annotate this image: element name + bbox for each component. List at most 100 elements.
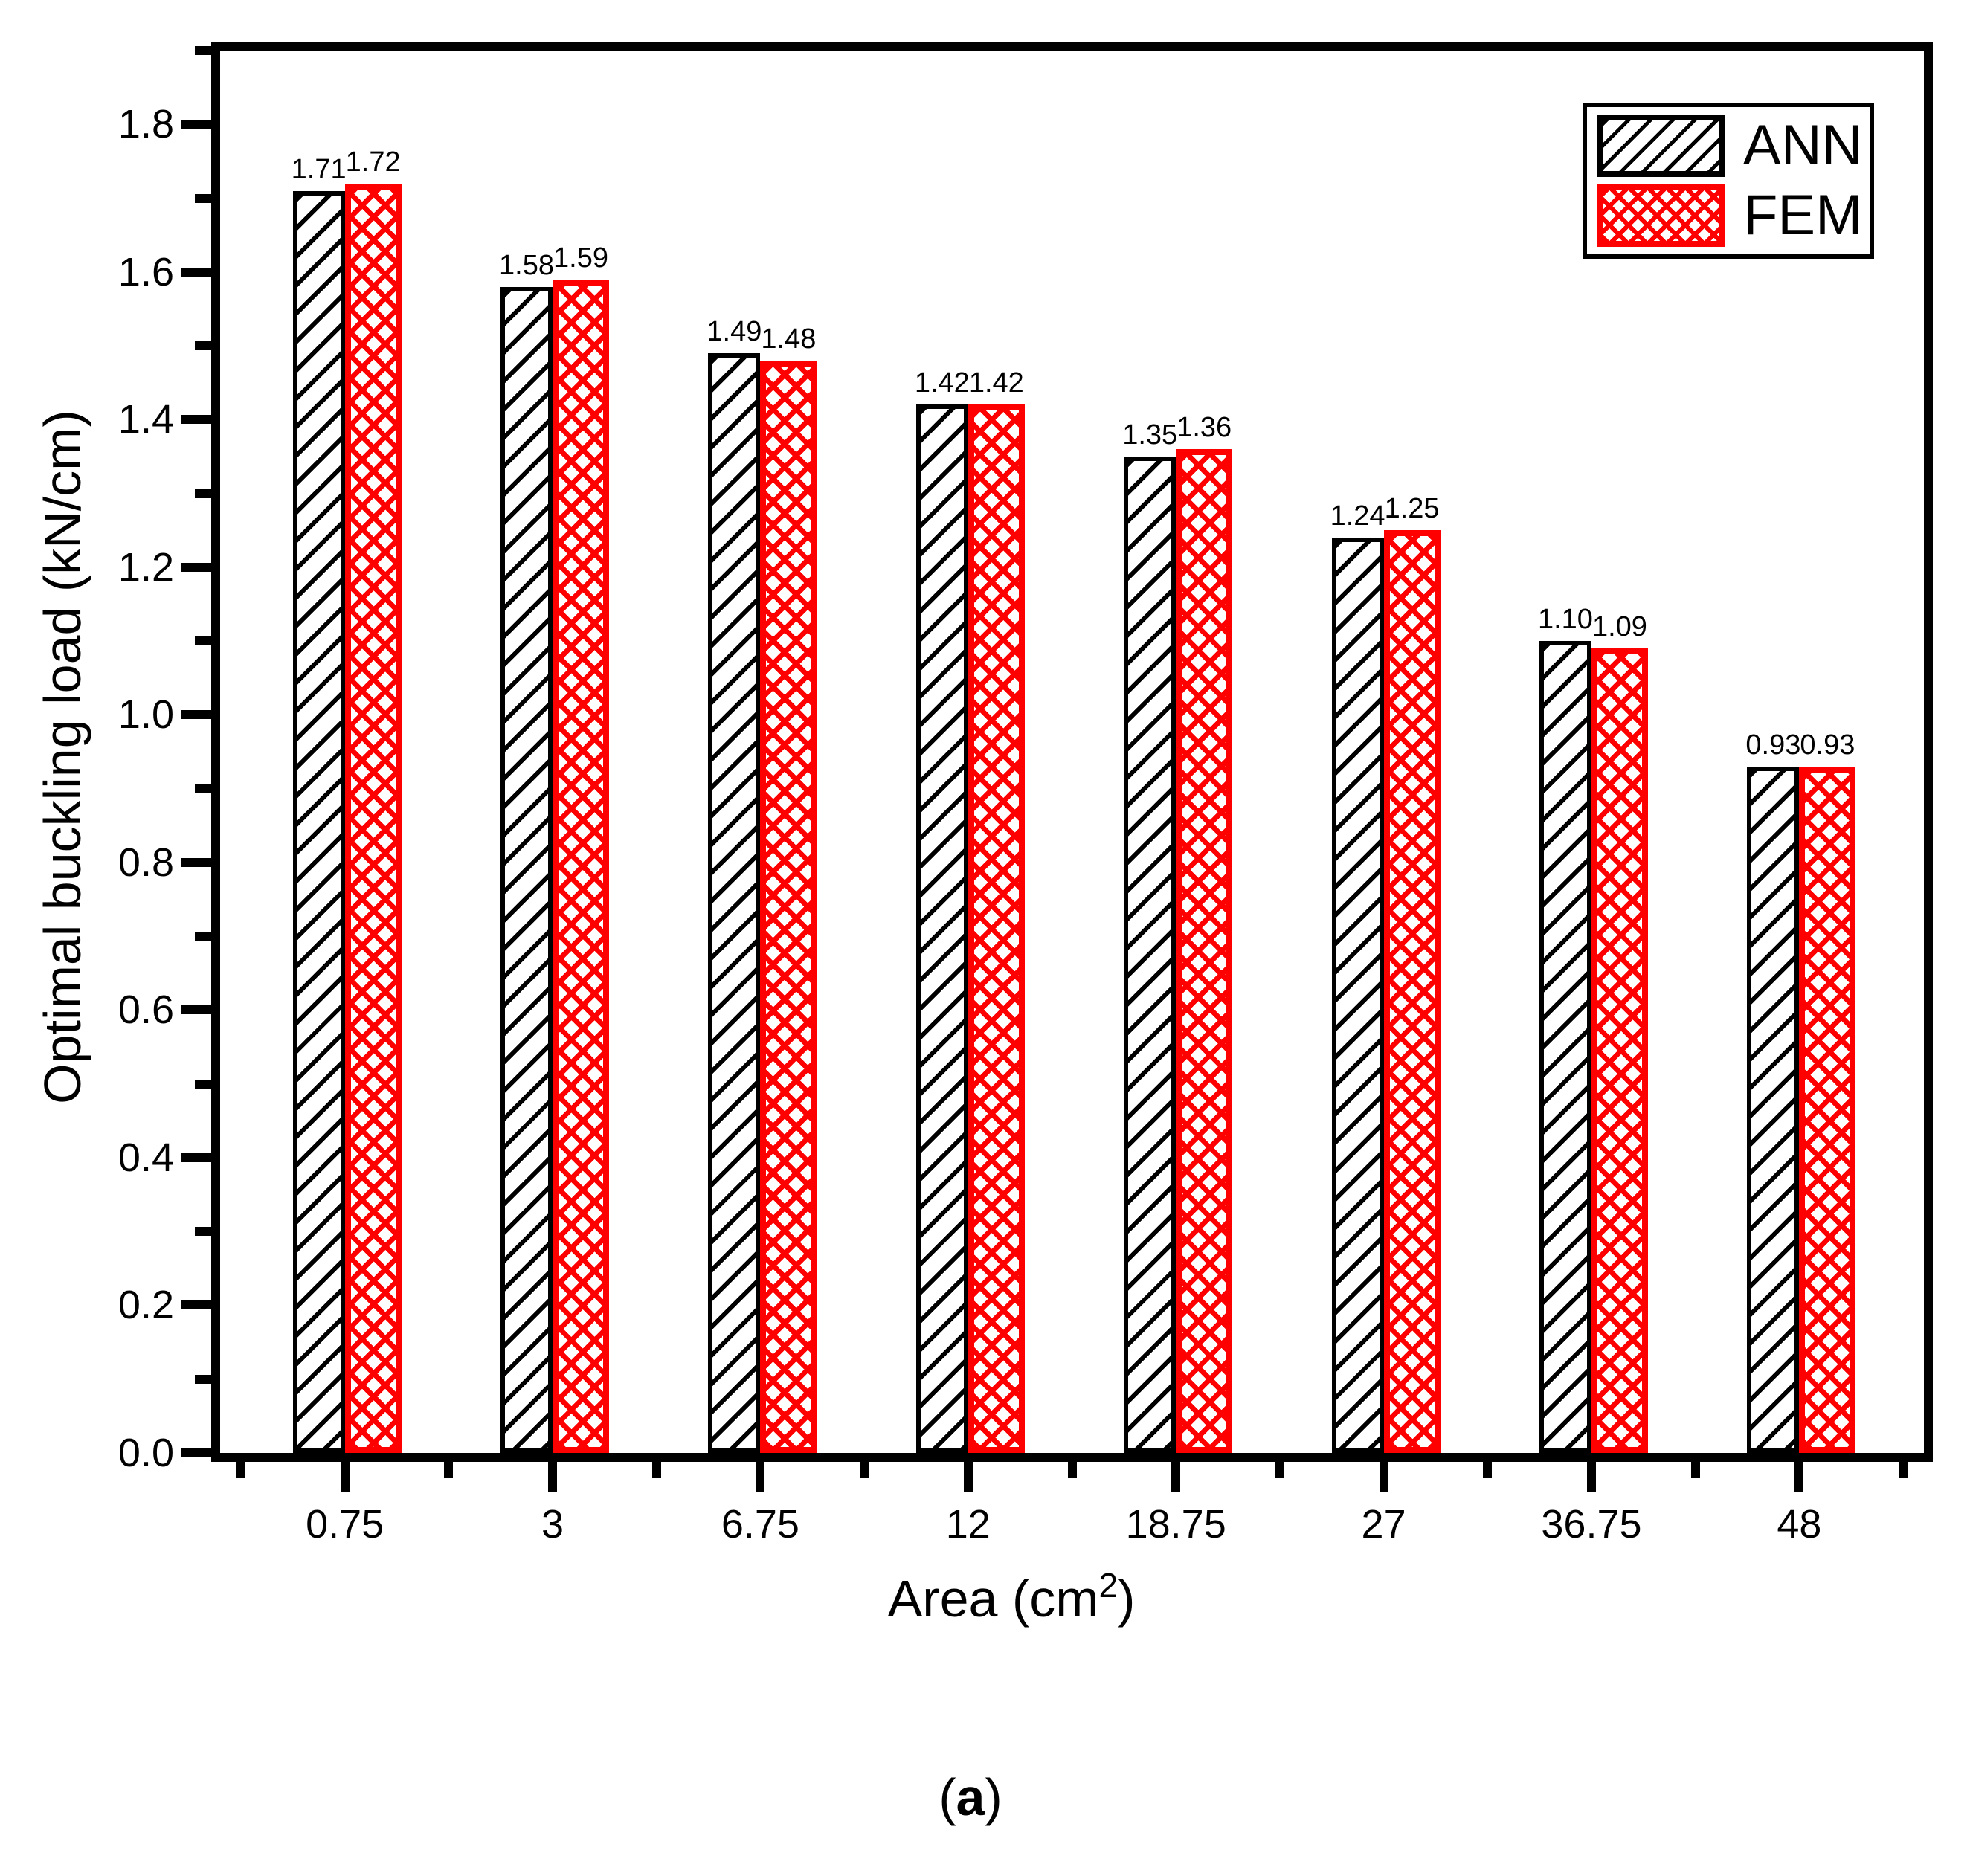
y-minor-tick: [195, 341, 211, 351]
y-tick-label: 0.8: [118, 839, 174, 885]
y-minor-tick: [195, 636, 211, 646]
x-minor-tick: [651, 1462, 661, 1478]
y-tick-label: 0.4: [118, 1135, 174, 1180]
y-major-tick: [181, 1153, 211, 1162]
ann-bar: [1331, 538, 1384, 1453]
y-minor-tick: [195, 1079, 211, 1089]
y-major-tick: [181, 1448, 211, 1457]
x-major-tick: [1586, 1462, 1596, 1492]
y-major-tick: [181, 1300, 211, 1310]
ann-value-label: 1.10: [1537, 604, 1593, 635]
ann-bar: [1539, 641, 1591, 1453]
y-major-tick: [181, 710, 211, 720]
y-minor-tick: [195, 46, 211, 55]
y-tick-label: 1.4: [118, 397, 174, 442]
y-minor-tick: [195, 784, 211, 793]
y-tick-label: 1.0: [118, 692, 174, 738]
x-minor-tick: [1899, 1462, 1908, 1478]
x-tick-label: 27: [1361, 1502, 1406, 1547]
fem-value-label: 1.48: [761, 323, 817, 355]
fem-crosshatch-swatch-icon: [1597, 184, 1725, 247]
x-minor-tick: [444, 1462, 454, 1478]
caption-post: ): [985, 1768, 1002, 1826]
x-tick-label: 3: [541, 1502, 564, 1547]
y-tick-label: 1.6: [118, 249, 174, 294]
x-major-tick: [1171, 1462, 1181, 1492]
x-tick-label: 6.75: [721, 1502, 799, 1547]
x-minor-tick: [1690, 1462, 1700, 1478]
y-tick-label: 0.0: [118, 1431, 174, 1475]
x-major-tick: [1794, 1462, 1804, 1492]
y-minor-tick: [195, 1227, 211, 1237]
fem-bar: [344, 184, 402, 1453]
legend-row-ann: ANN: [1597, 115, 1870, 177]
fem-value-label: 1.42: [968, 367, 1024, 399]
y-major-tick: [181, 562, 211, 572]
x-minor-tick: [860, 1462, 869, 1478]
x-major-tick: [548, 1462, 558, 1492]
caption-pre: (: [939, 1768, 956, 1826]
ann-value-label: 1.42: [914, 367, 970, 399]
x-axis-title-superscript: 2: [1098, 1566, 1118, 1605]
y-major-tick: [181, 267, 211, 277]
ann-value-label: 1.71: [291, 154, 347, 185]
y-tick-label: 1.2: [118, 544, 174, 590]
y-minor-tick: [195, 932, 211, 941]
y-axis-title: Optimal buckling load (kN/cm): [33, 410, 91, 1104]
y-tick-label: 0.6: [118, 987, 174, 1033]
x-major-tick: [756, 1462, 765, 1492]
y-major-tick: [181, 857, 211, 867]
fem-bar: [760, 361, 817, 1453]
x-minor-tick: [1483, 1462, 1493, 1478]
y-minor-tick: [195, 193, 211, 203]
legend-label-fem: FEM: [1743, 184, 1863, 247]
ann-value-label: 1.58: [499, 250, 554, 281]
fem-value-label: 1.59: [553, 242, 608, 274]
fem-bar: [1176, 449, 1233, 1453]
fem-bar: [1799, 767, 1856, 1453]
figure-caption: (a): [747, 1764, 1194, 1831]
plot-area: 1.71 1.72 0.75 1.58 1.59 3 1.49 1.48 6.75 1.42 1.4…: [118, 42, 1933, 1547]
x-major-tick: [1379, 1462, 1388, 1492]
ann-bar: [1747, 767, 1800, 1453]
ann-bar: [915, 404, 968, 1453]
legend-row-fem: FEM: [1597, 184, 1870, 247]
x-minor-tick: [1275, 1462, 1284, 1478]
x-axis-title-post: ): [1118, 1570, 1136, 1628]
ann-bar: [500, 287, 553, 1453]
fem-bar: [1383, 530, 1441, 1453]
fem-value-label: 1.72: [345, 146, 401, 178]
ann-hatch-swatch-icon: [1597, 115, 1725, 177]
ann-bar: [292, 191, 345, 1453]
x-tick-label: 12: [945, 1502, 991, 1547]
caption-letter: a: [956, 1768, 985, 1826]
y-major-tick: [181, 1005, 211, 1015]
x-tick-label: 18.75: [1125, 1502, 1226, 1547]
x-major-tick: [340, 1462, 350, 1492]
y-tick-label: 0.2: [118, 1283, 174, 1328]
fem-value-label: 1.09: [1591, 611, 1647, 642]
x-tick-label: 48: [1777, 1502, 1822, 1547]
legend: ANN FEM: [1583, 103, 1874, 259]
x-axis-title-pre: Area (cm: [887, 1570, 1099, 1628]
y-minor-tick: [195, 489, 211, 498]
ann-bar: [708, 353, 761, 1453]
fem-value-label: 0.93: [1800, 729, 1855, 761]
x-minor-tick: [1067, 1462, 1077, 1478]
y-minor-tick: [195, 1374, 211, 1384]
fem-value-label: 1.36: [1176, 412, 1232, 443]
ann-value-label: 1.49: [706, 316, 762, 347]
legend-label-ann: ANN: [1743, 114, 1863, 177]
x-tick-label: 0.75: [306, 1502, 384, 1547]
ann-value-label: 1.35: [1122, 419, 1178, 451]
x-minor-tick: [236, 1462, 245, 1478]
fem-bar: [553, 280, 610, 1453]
fem-bar: [968, 404, 1025, 1453]
x-axis-title: Area (cm2): [416, 1566, 1606, 1630]
ann-bar: [1124, 457, 1176, 1453]
y-major-tick: [181, 120, 211, 129]
fem-bar: [1591, 648, 1648, 1453]
ann-value-label: 1.24: [1330, 500, 1385, 532]
ann-value-label: 0.93: [1745, 729, 1801, 761]
